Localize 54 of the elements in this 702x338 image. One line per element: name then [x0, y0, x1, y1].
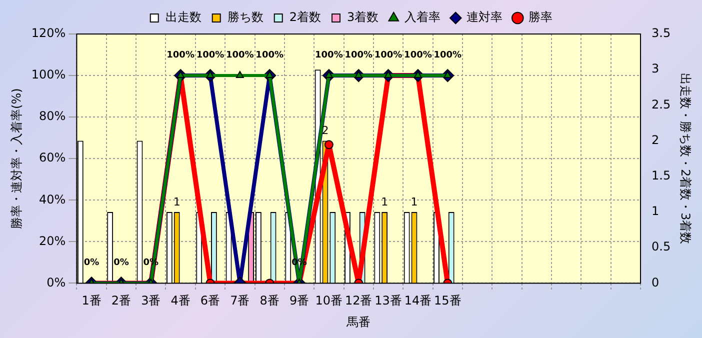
x-tick-label: 9番 — [289, 294, 310, 308]
y2-tick-label: 3 — [652, 62, 660, 76]
legend-label: 3着数 — [347, 10, 379, 24]
y2-tick-label: 1.5 — [652, 168, 671, 183]
data-label: 0% — [114, 258, 129, 268]
y-axis-title: 勝率・連対率・入着率(%) — [9, 88, 24, 229]
y2-tick-label: 0.5 — [652, 240, 671, 254]
x-tick-label: 10番 — [315, 294, 343, 308]
x-tick-label: 12番 — [344, 294, 372, 308]
data-label: 100% — [374, 50, 402, 60]
y-tick-label: 120% — [31, 26, 66, 40]
x-tick-label: 13番 — [374, 294, 402, 308]
x-tick-label: 2番 — [111, 294, 132, 308]
data-label: 100% — [166, 50, 194, 60]
data-label: 2 — [322, 124, 329, 138]
x-tick-label: 1番 — [82, 294, 102, 308]
y2-axis-title: 出走数・勝ち数・2着数・3着数 — [678, 72, 693, 244]
y2-tick-label: 0 — [652, 275, 660, 290]
x-tick-label: 6番 — [200, 294, 220, 308]
y2-tick-label: 3.5 — [652, 26, 671, 40]
data-label: 100% — [434, 50, 462, 60]
legend-label: 2着数 — [289, 10, 322, 24]
legend-label: 勝率 — [528, 10, 553, 24]
x-tick-label: 15番 — [434, 294, 462, 308]
data-label: 1 — [410, 195, 418, 208]
x-axis-title: 馬番 — [346, 314, 371, 329]
legend-label: 勝ち数 — [227, 10, 264, 24]
data-label: 100% — [404, 50, 432, 60]
y2-tick-label: 2 — [652, 132, 660, 147]
x-tick-label: 3番 — [141, 294, 161, 308]
x-tick-label: 8番 — [260, 294, 280, 308]
y-tick-label: 60% — [39, 150, 66, 165]
y-tick-label: 100% — [31, 68, 66, 82]
data-label: 100% — [256, 50, 284, 60]
data-label: 0% — [292, 258, 307, 268]
y2-tick-label: 1 — [652, 204, 660, 218]
data-label: 1 — [381, 195, 388, 208]
data-label: 100% — [344, 50, 373, 60]
x-tick-label: 14番 — [404, 294, 432, 308]
y2-tick-label: 2.5 — [652, 97, 671, 112]
y-tick-label: 80% — [39, 109, 66, 124]
legend-label: 出走数 — [165, 10, 202, 24]
data-label: 0% — [84, 258, 100, 268]
data-label: 100% — [226, 50, 254, 60]
x-tick-label: 7番 — [230, 294, 250, 308]
data-label: 100% — [196, 50, 224, 60]
data-label: 100% — [315, 50, 343, 60]
y-tick-label: 20% — [39, 234, 66, 248]
x-tick-label: 4番 — [170, 294, 190, 308]
y-tick-label: 0% — [46, 275, 66, 290]
legend-label: 入着率 — [404, 10, 441, 24]
data-label: 1 — [173, 195, 180, 208]
y-tick-label: 40% — [39, 192, 66, 206]
legend-label: 連対率 — [466, 10, 503, 24]
